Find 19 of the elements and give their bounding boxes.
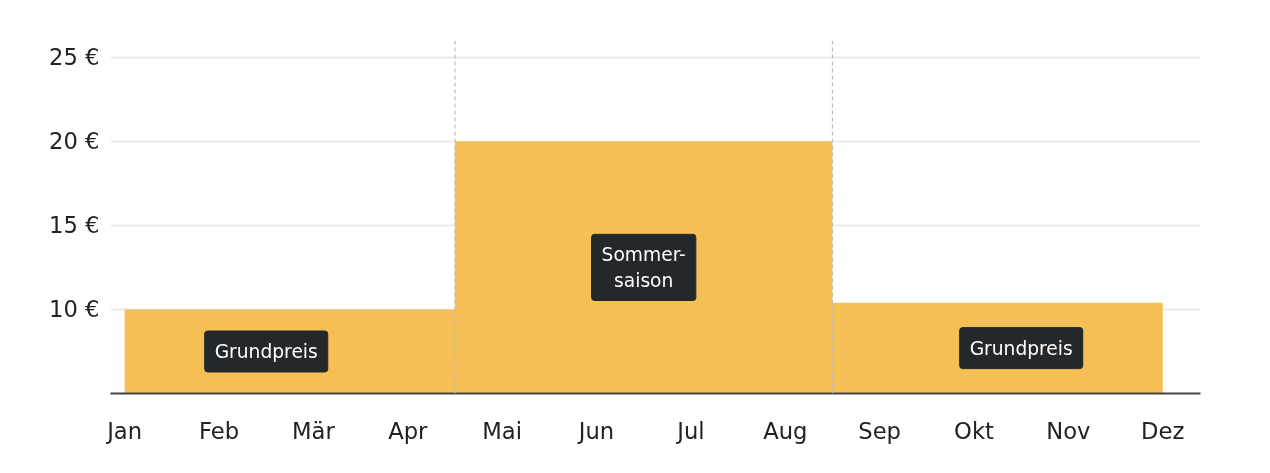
- y-tick-label: 15 €: [49, 212, 100, 239]
- y-tick-label: 10 €: [49, 296, 100, 323]
- x-tick-label: Mai: [482, 417, 523, 444]
- x-tick-label: Jun: [576, 417, 615, 444]
- y-tick-label: 20 €: [49, 128, 100, 155]
- x-tick-label: Apr: [388, 417, 429, 444]
- x-tick-label: Okt: [954, 417, 995, 444]
- x-tick-label: Sep: [858, 417, 901, 444]
- x-tick-label: Dez: [1141, 417, 1185, 444]
- annotation: Sommer- saison: [601, 244, 686, 291]
- x-tick-label: Mär: [292, 417, 336, 444]
- annotation: Grundpreis: [969, 337, 1073, 359]
- annotation: Grundpreis: [214, 340, 318, 362]
- x-tick-label: Nov: [1046, 417, 1091, 444]
- x-tick-label: Jul: [675, 417, 705, 444]
- x-tick-label: Feb: [198, 417, 240, 444]
- y-tick-label: 25 €: [49, 44, 100, 71]
- x-tick-label: Jan: [105, 417, 143, 444]
- x-tick-label: Aug: [763, 417, 808, 444]
